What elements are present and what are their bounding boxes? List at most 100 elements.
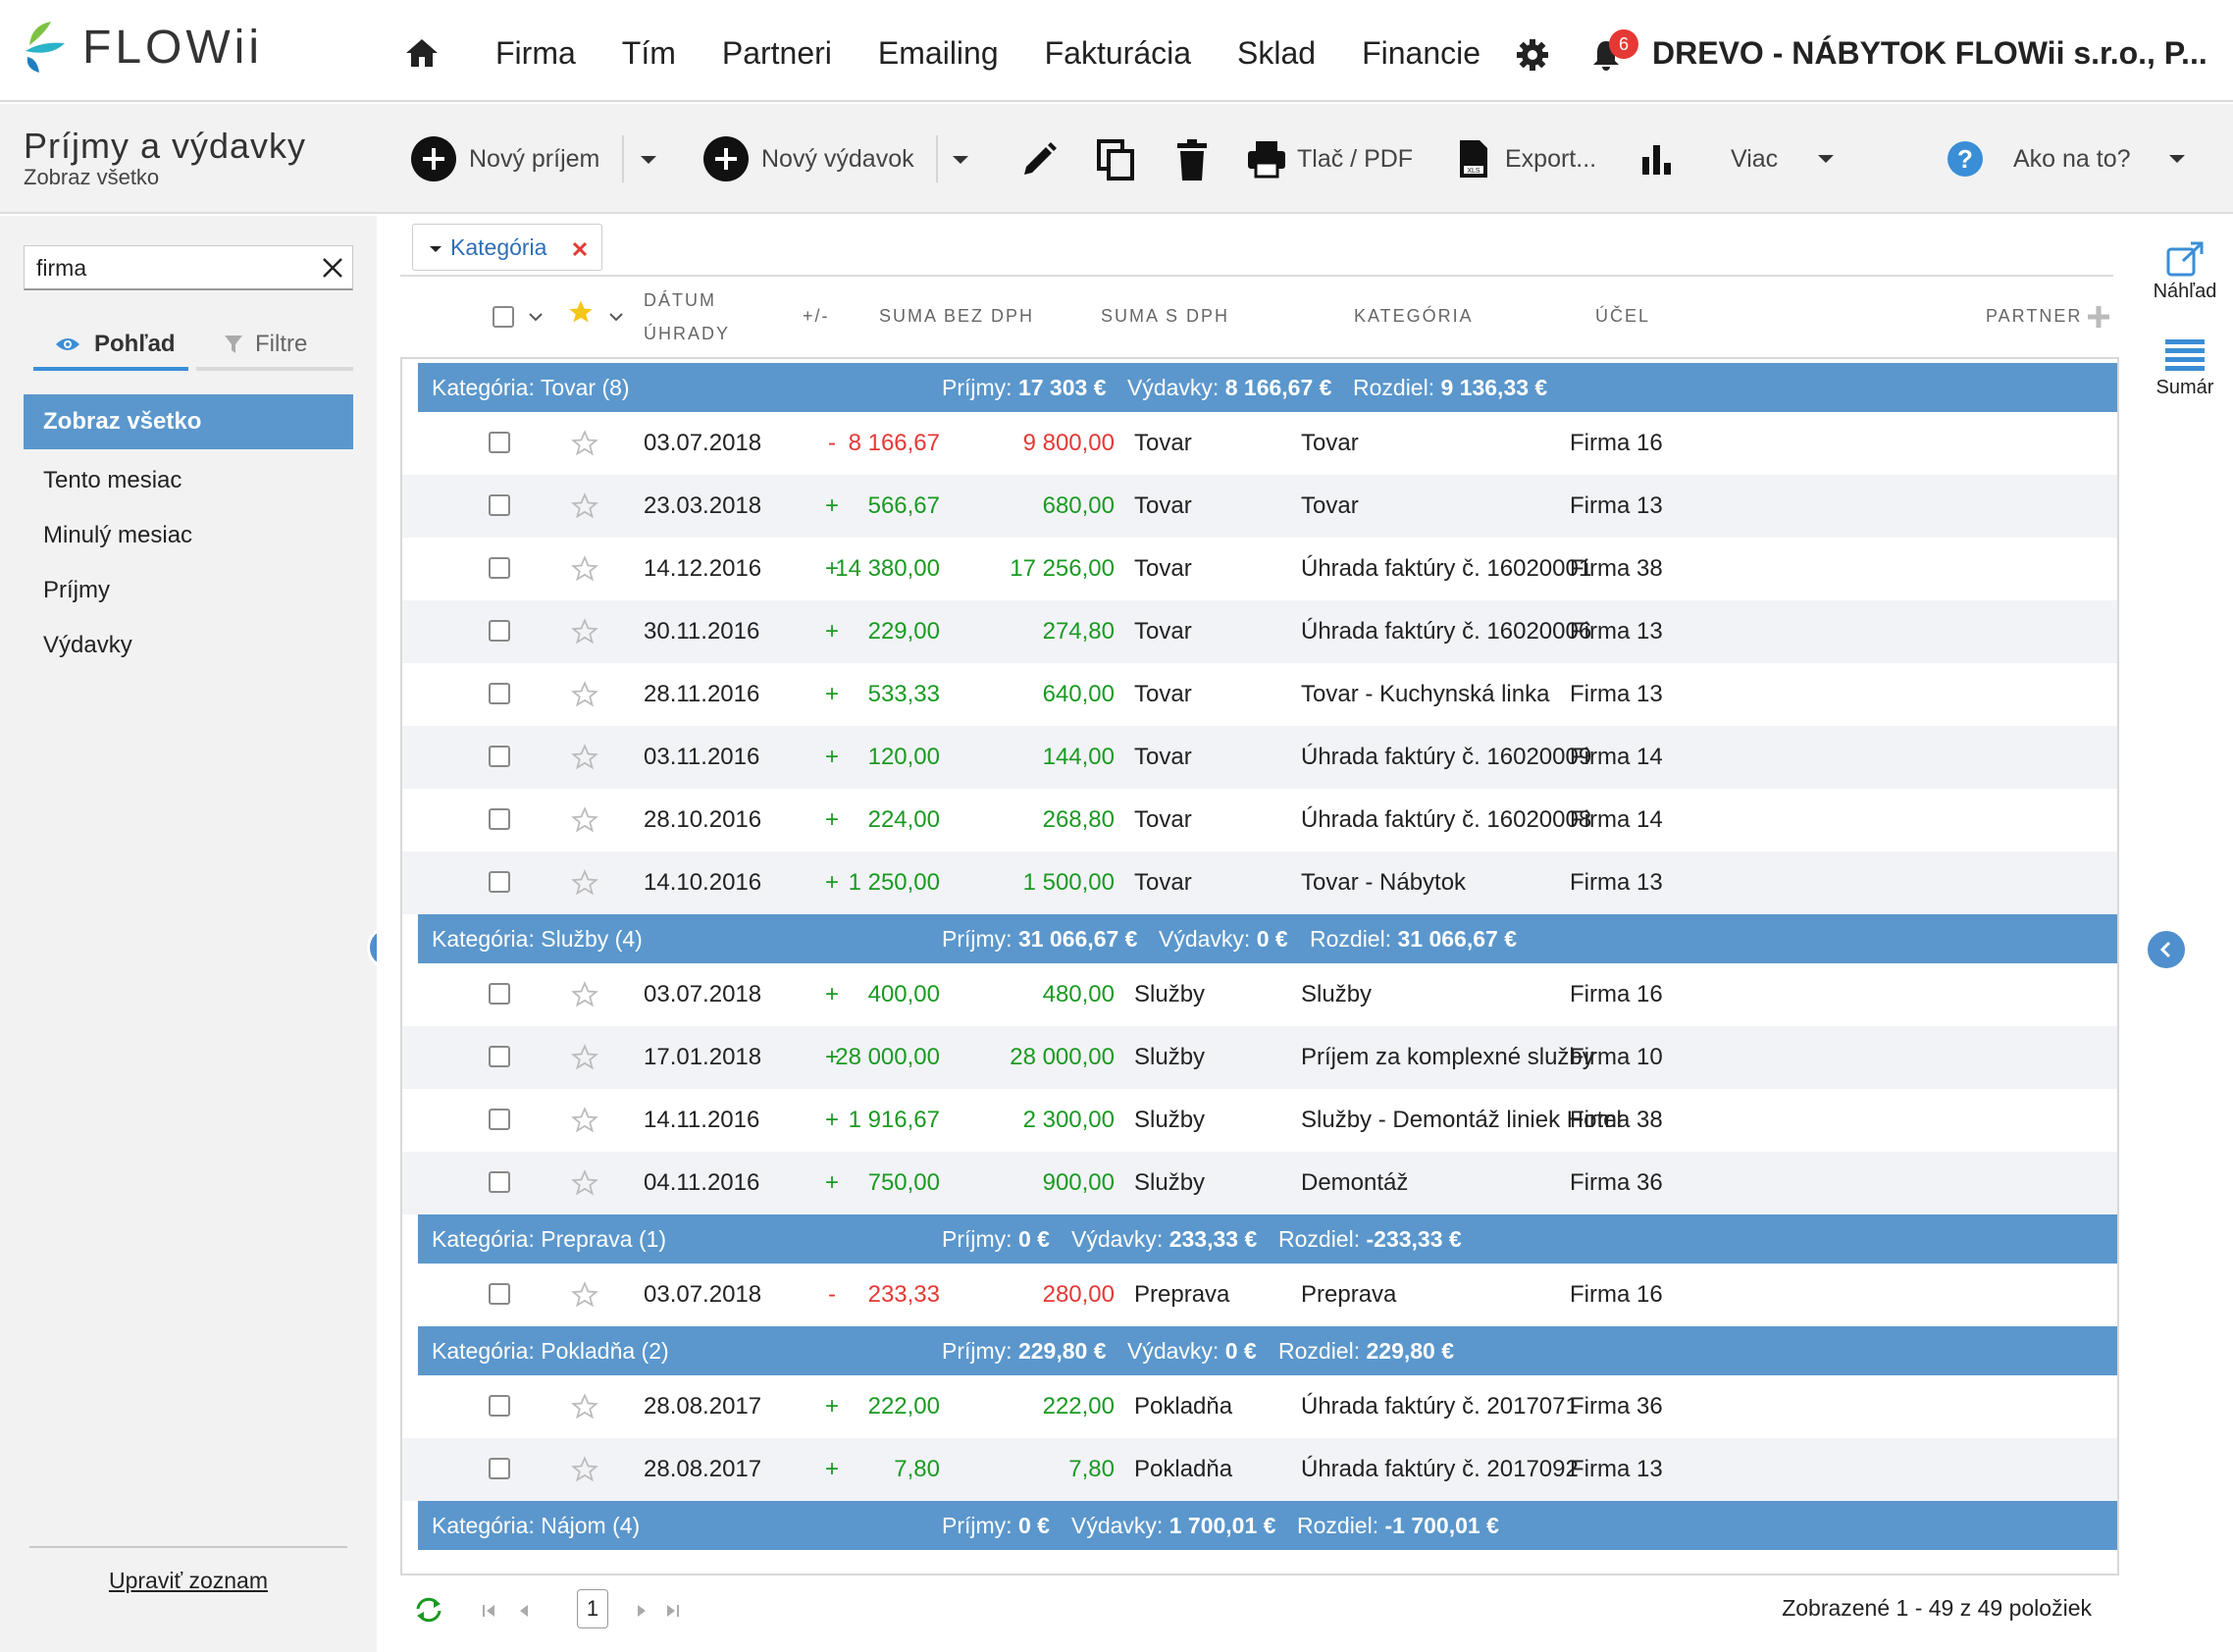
new-expense-button[interactable]: Nový výdavok bbox=[702, 104, 914, 214]
row-checkbox[interactable] bbox=[489, 983, 510, 1005]
star-outline-icon[interactable] bbox=[571, 1456, 598, 1483]
nav-financie[interactable]: Financie bbox=[1362, 35, 1481, 71]
summary-button[interactable]: Sumár bbox=[2137, 337, 2233, 399]
row-checkbox[interactable] bbox=[489, 1283, 510, 1305]
nav-firma[interactable]: Firma bbox=[495, 35, 576, 71]
last-page-icon[interactable] bbox=[665, 1603, 681, 1619]
filter-chip[interactable]: Kategória bbox=[412, 224, 602, 271]
pencil-icon[interactable] bbox=[1020, 141, 1058, 179]
logo[interactable]: FLOWii bbox=[22, 18, 263, 77]
table-row[interactable]: 28.08.2017 +7,80 7,80 Pokladňa Úhrada faktúr… bbox=[402, 1438, 2117, 1501]
copy-icon[interactable] bbox=[1097, 139, 1134, 181]
chevron-down-icon[interactable] bbox=[952, 155, 969, 165]
sidebar-item-this-month[interactable]: Tento mesiac bbox=[43, 467, 182, 493]
table-row[interactable]: 14.11.2016 +1 916,67 2 300,00 Služby Služby … bbox=[402, 1089, 2117, 1152]
row-checkbox[interactable] bbox=[489, 557, 510, 579]
star-outline-icon[interactable] bbox=[571, 1393, 598, 1420]
table-row[interactable]: 03.07.2018 - 233,33 280,00 Preprava Preprava F… bbox=[402, 1264, 2117, 1326]
star-outline-icon[interactable] bbox=[571, 744, 598, 771]
collapse-right-panel-button[interactable] bbox=[2145, 928, 2188, 971]
col-purpose[interactable]: ÚČEL bbox=[1595, 306, 1651, 326]
group-header[interactable]: Kategória: Pokladňa (2) Príjmy: 229,80 € V… bbox=[418, 1326, 2117, 1375]
edit-list-link[interactable]: Upraviť zoznam bbox=[108, 1568, 268, 1593]
close-icon[interactable] bbox=[321, 256, 344, 280]
remove-filter-icon[interactable] bbox=[572, 241, 588, 257]
sidebar-item-income[interactable]: Príjmy bbox=[43, 577, 110, 603]
row-checkbox[interactable] bbox=[489, 494, 510, 516]
col-sign[interactable]: +/- bbox=[803, 306, 830, 326]
star-outline-icon[interactable] bbox=[571, 555, 598, 583]
refresh-icon[interactable] bbox=[414, 1597, 443, 1623]
notification-badge[interactable]: 6 bbox=[1609, 29, 1638, 59]
col-partner[interactable]: PARTNER bbox=[1986, 306, 2083, 326]
star-filled-icon[interactable] bbox=[567, 298, 595, 326]
chevron-down-icon[interactable] bbox=[528, 312, 544, 322]
export-button[interactable]: XLS Export... bbox=[1458, 104, 1596, 214]
table-row[interactable]: 17.01.2018 +28 000,00 28 000,00 Služby Príje… bbox=[402, 1026, 2117, 1089]
chevron-down-icon[interactable] bbox=[608, 312, 624, 322]
table-row[interactable]: 03.07.2018 -8 166,67 9 800,00 Tovar Tovar Fir… bbox=[402, 412, 2117, 475]
star-outline-icon[interactable] bbox=[571, 492, 598, 520]
row-checkbox[interactable] bbox=[489, 871, 510, 893]
star-outline-icon[interactable] bbox=[571, 1044, 598, 1071]
tab-view[interactable]: Pohľad bbox=[55, 328, 176, 361]
star-outline-icon[interactable] bbox=[571, 618, 598, 645]
table-row[interactable]: 03.07.2018 +400,00 480,00 Služby Služby Firma… bbox=[402, 963, 2117, 1026]
col-sum-wo-vat[interactable]: SUMA BEZ DPH bbox=[879, 306, 1035, 326]
current-page[interactable]: 1 bbox=[577, 1589, 608, 1628]
row-checkbox[interactable] bbox=[489, 1109, 510, 1130]
table-row[interactable]: 03.11.2016 +120,00 144,00 Tovar Úhrada faktú… bbox=[402, 726, 2117, 789]
row-checkbox[interactable] bbox=[489, 746, 510, 767]
sidebar-item-expenses[interactable]: Výdavky bbox=[43, 632, 132, 658]
print-pdf-button[interactable]: Tlač / PDF bbox=[1246, 104, 1413, 214]
nav-tim[interactable]: Tím bbox=[621, 35, 676, 71]
table-row[interactable]: 28.08.2017 +222,00 222,00 Pokladňa Úhrada fa… bbox=[402, 1375, 2117, 1438]
star-outline-icon[interactable] bbox=[571, 1169, 598, 1197]
select-all-checkbox[interactable] bbox=[493, 306, 514, 328]
nav-fakturacia[interactable]: Fakturácia bbox=[1044, 35, 1192, 71]
col-date-line2[interactable]: ÚHRADY bbox=[644, 324, 731, 343]
prev-page-icon[interactable] bbox=[518, 1603, 530, 1619]
preview-button[interactable]: Náhľad bbox=[2137, 241, 2233, 303]
table-row[interactable]: 28.11.2016 +533,33 640,00 Tovar Tovar - Kuch… bbox=[402, 663, 2117, 726]
bar-chart-icon[interactable] bbox=[1640, 143, 1674, 177]
row-checkbox[interactable] bbox=[489, 808, 510, 830]
col-date-line1[interactable]: DÁTUM bbox=[644, 290, 716, 310]
table-row[interactable]: 04.11.2016 +750,00 900,00 Služby Demontáž Fir… bbox=[402, 1152, 2117, 1214]
row-checkbox[interactable] bbox=[489, 620, 510, 642]
next-page-icon[interactable] bbox=[636, 1603, 648, 1619]
star-outline-icon[interactable] bbox=[571, 430, 598, 457]
sidebar-item-all[interactable]: Zobraz všetko bbox=[24, 394, 353, 449]
add-column-icon[interactable] bbox=[2086, 304, 2111, 330]
trash-icon[interactable] bbox=[1175, 139, 1209, 181]
row-checkbox[interactable] bbox=[489, 432, 510, 453]
group-header[interactable]: Kategória: Tovar (8) Príjmy: 17 303 € Výda… bbox=[418, 363, 2117, 412]
chevron-down-icon[interactable] bbox=[640, 155, 657, 165]
table-row[interactable]: 14.10.2016 +1 250,00 1 500,00 Tovar Tovar - … bbox=[402, 852, 2117, 914]
col-category[interactable]: KATEGÓRIA bbox=[1354, 306, 1474, 326]
star-outline-icon[interactable] bbox=[571, 1281, 598, 1309]
star-outline-icon[interactable] bbox=[571, 806, 598, 834]
table-row[interactable]: 14.12.2016 +14 380,00 17 256,00 Tovar Úhrada… bbox=[402, 538, 2117, 600]
table-row[interactable]: 23.03.2018 +566,67 680,00 Tovar Tovar Firma 1… bbox=[402, 475, 2117, 538]
table-row[interactable]: 28.10.2016 +224,00 268,80 Tovar Úhrada faktú… bbox=[402, 789, 2117, 852]
home-icon[interactable] bbox=[404, 37, 440, 69]
col-sum-w-vat[interactable]: SUMA S DPH bbox=[1101, 306, 1230, 326]
help-dropdown[interactable]: ? Ako na to? bbox=[1947, 104, 2186, 214]
new-income-button[interactable]: Nový príjem bbox=[410, 104, 599, 214]
sidebar-item-last-month[interactable]: Minulý mesiac bbox=[43, 522, 193, 548]
gear-icon[interactable] bbox=[1515, 37, 1550, 73]
row-checkbox[interactable] bbox=[489, 1458, 510, 1479]
star-outline-icon[interactable] bbox=[571, 1107, 598, 1134]
row-checkbox[interactable] bbox=[489, 683, 510, 704]
star-outline-icon[interactable] bbox=[571, 681, 598, 708]
star-outline-icon[interactable] bbox=[571, 981, 598, 1008]
company-name[interactable]: DREVO - NÁBYTOK FLOWii s.r.o., P... bbox=[1652, 35, 2207, 71]
group-header[interactable]: Kategória: Nájom (4) Príjmy: 0 € Výdavky: … bbox=[418, 1501, 2117, 1550]
row-checkbox[interactable] bbox=[489, 1395, 510, 1417]
group-header[interactable]: Kategória: Služby (4) Príjmy: 31 066,67 €… bbox=[418, 914, 2117, 963]
first-page-icon[interactable] bbox=[481, 1603, 496, 1619]
nav-emailing[interactable]: Emailing bbox=[877, 35, 999, 71]
star-outline-icon[interactable] bbox=[571, 869, 598, 897]
row-checkbox[interactable] bbox=[489, 1171, 510, 1193]
